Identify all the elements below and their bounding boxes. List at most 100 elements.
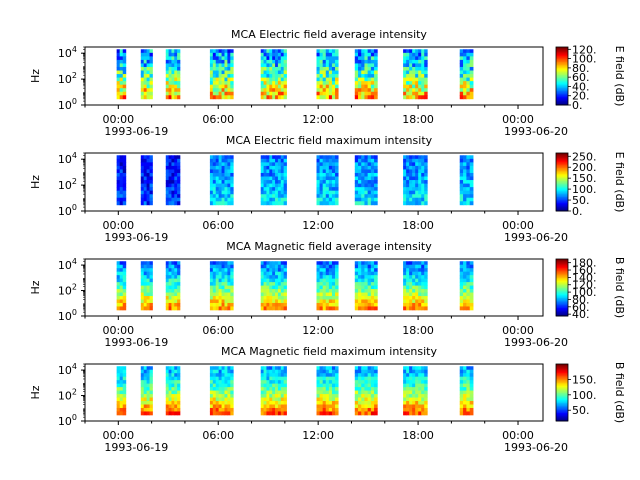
colorbar-tick-label: 40. <box>572 80 590 93</box>
colorbar-label: E field (dB) <box>613 152 626 213</box>
x-tick-time: 06:00 <box>202 324 234 337</box>
colorbar-tick-label: 100. <box>572 286 597 299</box>
spectrogram-block <box>260 261 287 311</box>
spectrogram-block <box>403 49 428 100</box>
y-axis-label: Hz <box>29 385 42 399</box>
x-tick-time: 12:00 <box>302 219 334 232</box>
axes-frame <box>84 152 544 212</box>
y-axis-label: Hz <box>29 280 42 294</box>
spectrogram-block <box>316 366 339 416</box>
colorbar-tick-label: 120. <box>572 279 597 292</box>
colorbar-tick-label: 160. <box>572 264 597 277</box>
x-tick-time: 12:00 <box>302 324 334 337</box>
colorbar-tick-label: 20. <box>572 90 590 103</box>
colorbar-label: B field (dB) <box>613 257 626 318</box>
colorbar-tick-label: 80. <box>572 293 590 306</box>
panel-title: MCA Magnetic field maximum intensity <box>221 345 437 358</box>
x-tick-time: 18:00 <box>402 219 434 232</box>
spectrogram-block <box>459 261 474 311</box>
colorbar: 40.60.80.100.120.140.160.180. B field (dB… <box>555 257 626 321</box>
spectrogram-block <box>403 366 428 416</box>
x-tick-time: 00:00 <box>502 429 534 442</box>
colorbar-tick-label: 140. <box>572 271 597 284</box>
x-tick-time: 18:00 <box>402 113 434 126</box>
colorbar-tick-label: 60. <box>572 301 590 314</box>
colorbar-tick-label: 150. <box>572 373 597 386</box>
colorbar-tick-label: 40. <box>572 308 590 321</box>
x-tick-time: 06:00 <box>202 113 234 126</box>
x-tick-time: 00:00 <box>102 219 134 232</box>
y-axis-label: Hz <box>29 175 42 189</box>
spectrogram-block <box>165 261 181 311</box>
y-tick-label: 100 <box>58 203 77 218</box>
spectrogram-block <box>459 366 474 416</box>
panel-1: MCA Electric field average intensity 100 1… <box>29 28 626 138</box>
x-tick-time: 00:00 <box>502 324 534 337</box>
x-tick-time: 00:00 <box>502 113 534 126</box>
spectrogram-block <box>209 366 234 416</box>
spectrogram-block <box>316 155 339 206</box>
spectrogram-block <box>316 49 339 100</box>
x-tick-date: 1993-06-20 <box>504 441 568 454</box>
x-tick-time: 18:00 <box>402 324 434 337</box>
x-tick-time: 18:00 <box>402 429 434 442</box>
colorbar-label: B field (dB) <box>613 362 626 423</box>
x-tick-time: 00:00 <box>102 429 134 442</box>
x-tick-time: 12:00 <box>302 429 334 442</box>
y-tick-label: 100 <box>58 413 77 428</box>
colorbar-tick-label: 180. <box>572 257 597 270</box>
spectrogram-block <box>165 366 181 416</box>
spectrogram-block <box>140 49 153 100</box>
x-tick-date: 1993-06-20 <box>504 231 568 244</box>
axes-frame <box>84 258 544 317</box>
colorbar-tick-label: 200. <box>572 161 597 174</box>
y-axis-label: Hz <box>29 69 42 83</box>
axes-frame <box>84 46 544 106</box>
x-tick-time: 00:00 <box>102 324 134 337</box>
panel-title: MCA Electric field average intensity <box>231 28 427 41</box>
spectrogram-block <box>165 155 181 206</box>
x-tick-date: 1993-06-19 <box>104 336 168 349</box>
spectrogram-block <box>116 155 127 206</box>
colorbar-tick-label: 50. <box>572 194 590 207</box>
colorbar-tick-label: 50. <box>572 404 590 417</box>
panel-title: MCA Electric field maximum intensity <box>226 134 433 147</box>
x-tick-date: 1993-06-19 <box>104 441 168 454</box>
x-tick-time: 06:00 <box>202 219 234 232</box>
y-tick-label: 102 <box>58 283 77 298</box>
spectrogram-block <box>316 261 339 311</box>
spectrogram-block <box>354 261 378 311</box>
spectrogram-block <box>140 155 153 206</box>
panel-title: MCA Magnetic field average intensity <box>226 240 432 253</box>
x-tick-date: 1993-06-20 <box>504 125 568 138</box>
spectrogram-block <box>403 261 428 311</box>
y-tick-label: 102 <box>58 177 77 192</box>
spectrogram-block <box>459 49 474 100</box>
colorbar-tick-label: 150. <box>572 172 597 185</box>
panel-2: MCA Electric field maximum intensity 100 1… <box>29 134 626 244</box>
colorbar-tick-label: 120. <box>572 43 597 56</box>
spectrogram-block <box>116 366 127 416</box>
y-tick-label: 102 <box>58 71 77 86</box>
colorbar: 50. 100. 150. B field (dB) <box>555 362 626 423</box>
y-tick-label: 100 <box>58 97 77 112</box>
spectrogram-block <box>260 155 287 206</box>
spectrogram-block <box>209 155 234 206</box>
colorbar-tick-label: 80. <box>572 62 590 75</box>
spectrogram-block <box>116 49 127 100</box>
x-tick-time: 00:00 <box>102 113 134 126</box>
spectrogram-block <box>403 155 428 206</box>
colorbar: 0.20.40.60.80.100.120. E field (dB) <box>555 43 626 112</box>
y-tick-label: 104 <box>58 257 77 272</box>
colorbar-tick-label: 60. <box>572 71 590 84</box>
x-tick-time: 00:00 <box>502 219 534 232</box>
spectrogram-block <box>354 155 378 206</box>
colorbar-tick-label: 100. <box>572 389 597 402</box>
spectrogram-block <box>209 49 234 100</box>
spectrogram-block <box>459 155 474 206</box>
x-tick-time: 06:00 <box>202 429 234 442</box>
colorbar: 0.50.100.150.200.250. E field (dB) <box>555 150 626 218</box>
x-tick-time: 12:00 <box>302 113 334 126</box>
spectrogram-block <box>354 49 378 100</box>
